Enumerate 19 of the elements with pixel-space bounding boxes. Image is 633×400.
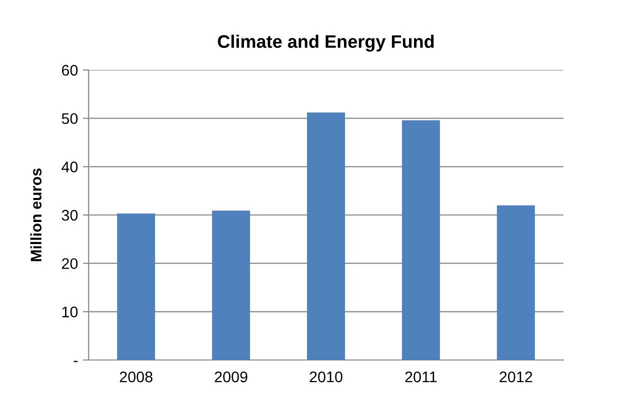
bar xyxy=(117,214,156,360)
x-tick-label: 2008 xyxy=(120,372,152,382)
y-tick-label: 50 xyxy=(62,113,78,124)
y-tick-label: - xyxy=(74,360,78,362)
y-tick-label: 30 xyxy=(62,210,78,221)
bar xyxy=(307,112,345,360)
bar xyxy=(212,210,250,360)
y-tick-label: 40 xyxy=(62,162,78,172)
y-tick-label: 20 xyxy=(62,258,78,270)
bar xyxy=(402,120,440,360)
y-axis-title: Million euros xyxy=(30,168,42,262)
x-tick-label: 2010 xyxy=(310,372,342,382)
x-tick-label: 2012 xyxy=(500,372,532,382)
x-tick-label: 2009 xyxy=(214,372,248,382)
chart-title: Climate and Energy Fund xyxy=(218,34,434,52)
bar xyxy=(496,205,535,360)
x-tick-label: 2011 xyxy=(405,372,437,382)
y-tick-label: 60 xyxy=(62,64,78,76)
y-tick-label: 10 xyxy=(62,306,78,318)
